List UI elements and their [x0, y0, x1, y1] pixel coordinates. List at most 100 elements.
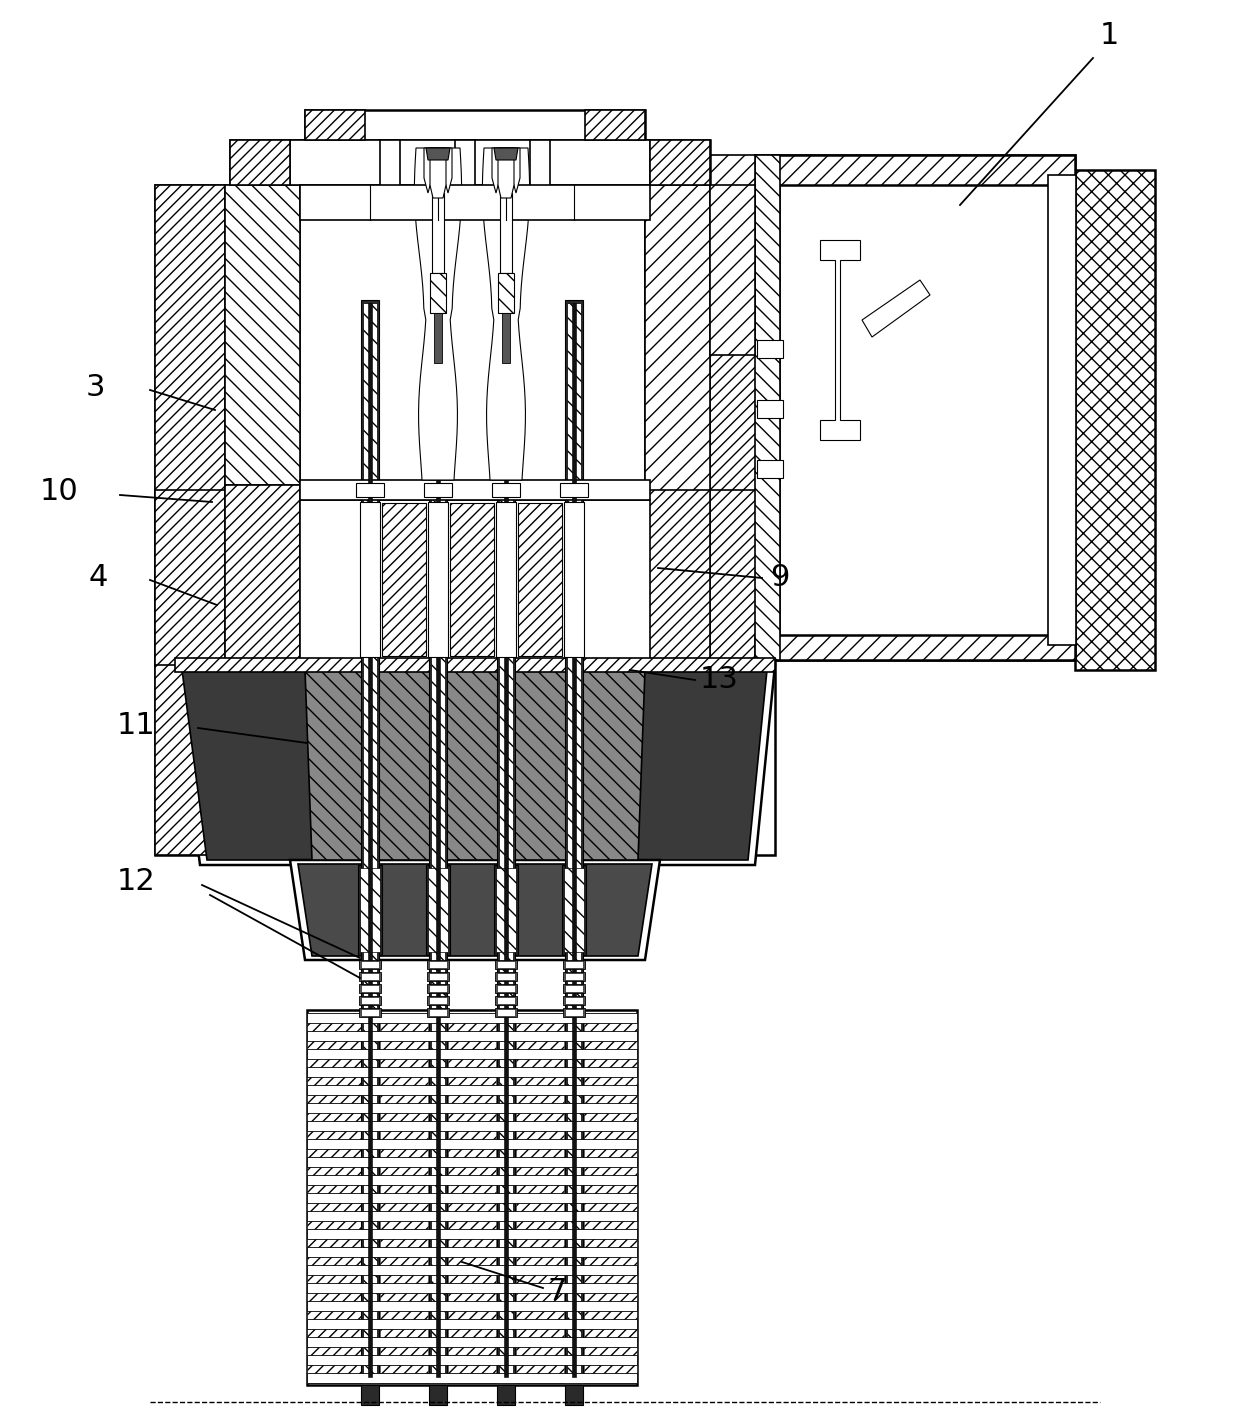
Bar — [360, 503, 379, 657]
Bar — [428, 503, 448, 657]
Polygon shape — [155, 490, 224, 666]
Polygon shape — [482, 149, 529, 480]
Bar — [368, 303, 372, 1376]
Bar — [497, 997, 515, 1004]
Bar — [429, 986, 446, 993]
Bar — [563, 971, 585, 981]
Bar — [361, 300, 379, 1381]
Bar — [308, 1157, 637, 1167]
Polygon shape — [424, 149, 453, 193]
Bar — [650, 140, 711, 185]
Bar — [572, 303, 577, 1376]
Bar — [565, 1385, 583, 1405]
Bar — [300, 500, 650, 660]
Bar — [308, 1283, 637, 1293]
Bar — [497, 973, 515, 980]
Bar — [565, 1010, 583, 1017]
Bar — [430, 273, 446, 313]
Bar — [308, 1337, 637, 1347]
Bar — [429, 961, 446, 969]
Text: 12: 12 — [117, 868, 155, 896]
Bar — [563, 984, 585, 993]
Polygon shape — [494, 149, 518, 160]
Bar — [560, 483, 588, 497]
Bar — [308, 1175, 637, 1185]
Bar — [502, 313, 510, 362]
Polygon shape — [175, 666, 775, 865]
Bar — [706, 185, 775, 666]
Bar — [308, 1194, 637, 1204]
Bar — [429, 1010, 446, 1017]
Bar — [448, 1015, 496, 1383]
Bar — [565, 961, 583, 969]
Bar — [497, 1385, 515, 1405]
Bar — [424, 483, 453, 497]
Polygon shape — [305, 670, 645, 860]
Bar — [429, 1385, 446, 1405]
Bar — [497, 961, 515, 969]
Bar — [229, 140, 290, 185]
Bar — [564, 868, 584, 952]
Bar — [308, 1318, 637, 1330]
Polygon shape — [645, 185, 711, 490]
Bar — [175, 658, 775, 673]
Bar — [755, 154, 1075, 185]
Polygon shape — [298, 864, 652, 956]
Bar — [308, 1103, 637, 1113]
Bar — [360, 971, 381, 981]
Bar — [755, 634, 1075, 660]
Bar — [308, 1049, 637, 1059]
Bar — [155, 185, 775, 855]
Text: 9: 9 — [770, 564, 790, 592]
Bar — [516, 1015, 564, 1383]
Text: 10: 10 — [40, 477, 78, 507]
Bar — [427, 960, 449, 969]
Polygon shape — [820, 239, 861, 440]
Bar — [379, 1015, 428, 1383]
Polygon shape — [290, 860, 660, 960]
Polygon shape — [645, 486, 711, 660]
Bar — [308, 1010, 637, 1385]
Polygon shape — [862, 280, 930, 337]
Polygon shape — [645, 185, 711, 330]
Bar — [562, 865, 587, 954]
Bar — [565, 300, 583, 1381]
Bar — [224, 185, 300, 486]
Polygon shape — [224, 486, 300, 660]
Bar — [308, 1301, 637, 1311]
Bar — [585, 110, 645, 140]
Bar — [382, 503, 427, 656]
Bar — [308, 1247, 637, 1257]
Polygon shape — [498, 149, 515, 198]
Bar — [495, 971, 517, 981]
Bar — [496, 503, 516, 657]
Bar — [495, 984, 517, 993]
Bar — [565, 973, 583, 980]
Bar — [363, 303, 377, 1376]
Bar — [564, 503, 584, 657]
Bar — [429, 300, 446, 1381]
Bar — [308, 1374, 637, 1383]
Text: 3: 3 — [86, 372, 105, 402]
Polygon shape — [711, 490, 775, 666]
Bar — [455, 140, 475, 190]
Bar — [450, 503, 494, 656]
Bar — [436, 303, 440, 1376]
Bar — [432, 193, 444, 273]
Bar — [308, 1138, 637, 1148]
Bar — [308, 1264, 637, 1274]
Bar — [529, 140, 551, 190]
Bar — [305, 110, 645, 140]
Bar — [567, 303, 582, 1376]
Bar — [361, 986, 379, 993]
Bar — [361, 1385, 379, 1405]
Bar — [429, 973, 446, 980]
Bar — [361, 1010, 379, 1017]
Bar — [492, 483, 520, 497]
Bar — [518, 503, 562, 656]
Bar — [155, 185, 224, 855]
Text: 4: 4 — [88, 562, 108, 592]
Bar — [432, 303, 445, 1376]
Bar — [427, 865, 450, 954]
Bar — [563, 995, 585, 1005]
